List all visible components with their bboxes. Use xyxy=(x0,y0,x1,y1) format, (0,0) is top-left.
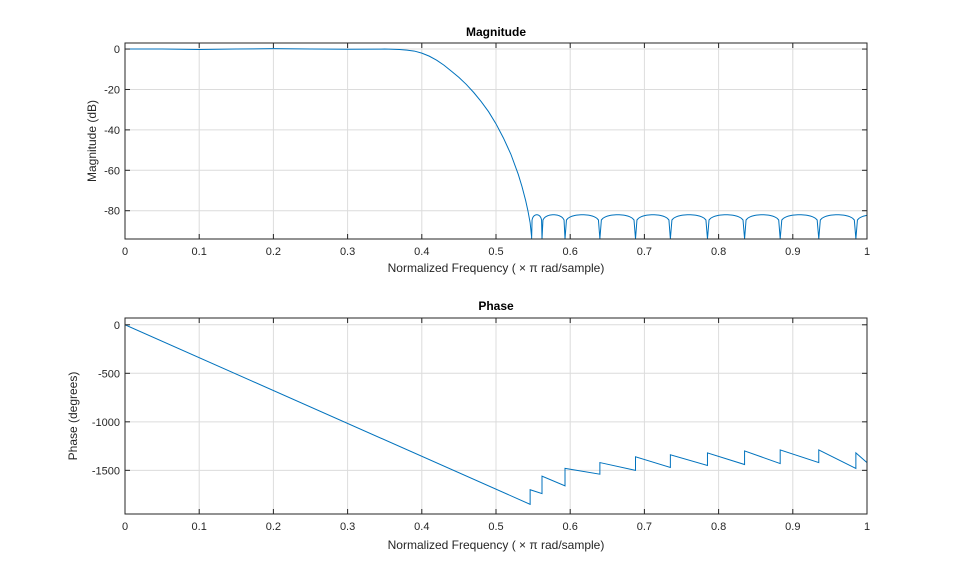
magnitude-xtick-label: 0.1 xyxy=(192,246,207,258)
magnitude-ytick-label: -20 xyxy=(104,84,120,96)
magnitude-ytick-label: -60 xyxy=(104,165,120,177)
phase-xtick-label: 0.8 xyxy=(711,521,726,533)
magnitude-ytick-label: -80 xyxy=(104,206,120,218)
phase-xtick-label: 0.3 xyxy=(340,521,355,533)
magnitude-xtick-label: 0.2 xyxy=(266,246,281,258)
phase-xtick-label: 0.2 xyxy=(266,521,281,533)
phase-xtick-label: 0 xyxy=(122,521,128,533)
phase-title: Phase xyxy=(478,299,514,313)
phase-response-line xyxy=(124,324,868,506)
phase-ticks: 0 0.1 0.2 0.3 0.4 0.5 0.6 0.7 0.8 0.9 1 0 -500 -1000 -… xyxy=(92,318,870,533)
magnitude-xtick-label: 0 xyxy=(122,246,128,258)
magnitude-ylabel: Magnitude (dB) xyxy=(85,100,99,182)
magnitude-xtick-label: 0.6 xyxy=(563,246,578,258)
magnitude-xtick-label: 0.7 xyxy=(637,246,652,258)
magnitude-title: Magnitude xyxy=(466,25,526,39)
phase-xtick-label: 0.7 xyxy=(637,521,652,533)
magnitude-ticks: 0 0.1 0.2 0.3 0.4 0.5 0.6 0.7 0.8 0.9 1 0 -20 -40 -60 -… xyxy=(104,43,870,258)
phase-ytick-label: 0 xyxy=(114,320,120,332)
magnitude-response-line xyxy=(125,48,867,240)
phase-xtick-label: 0.1 xyxy=(192,521,207,533)
phase-ytick-label: -1000 xyxy=(92,417,120,429)
phase-xtick-label: 0.4 xyxy=(414,521,429,533)
magnitude-xtick-label: 0.4 xyxy=(414,246,429,258)
phase-xlabel: Normalized Frequency ( × π rad/sample) xyxy=(388,538,605,552)
magnitude-plot: 0 0.1 0.2 0.3 0.4 0.5 0.6 0.7 0.8 0.9 1 0 -20 -40 -60 -… xyxy=(85,25,870,275)
magnitude-xtick-label: 0.3 xyxy=(340,246,355,258)
phase-ylabel: Phase (degrees) xyxy=(66,372,80,461)
phase-grid xyxy=(124,318,868,514)
magnitude-xtick-label: 0.9 xyxy=(785,246,800,258)
magnitude-ytick-label: -40 xyxy=(104,125,120,137)
phase-xtick-label: 0.9 xyxy=(785,521,800,533)
magnitude-xtick-label: 0.5 xyxy=(488,246,503,258)
magnitude-xlabel: Normalized Frequency ( × π rad/sample) xyxy=(388,261,605,275)
phase-ytick-label: -1500 xyxy=(92,465,120,477)
phase-plot: 0 0.1 0.2 0.3 0.4 0.5 0.6 0.7 0.8 0.9 1 0 -500 -1000 -… xyxy=(66,299,870,552)
magnitude-ytick-label: 0 xyxy=(114,44,120,56)
phase-xtick-label: 0.5 xyxy=(488,521,503,533)
magnitude-xtick-label: 0.8 xyxy=(711,246,726,258)
phase-xtick-label: 1 xyxy=(864,521,870,533)
phase-ytick-label: -500 xyxy=(98,368,120,380)
magnitude-xtick-label: 1 xyxy=(864,246,870,258)
phase-xtick-label: 0.6 xyxy=(563,521,578,533)
